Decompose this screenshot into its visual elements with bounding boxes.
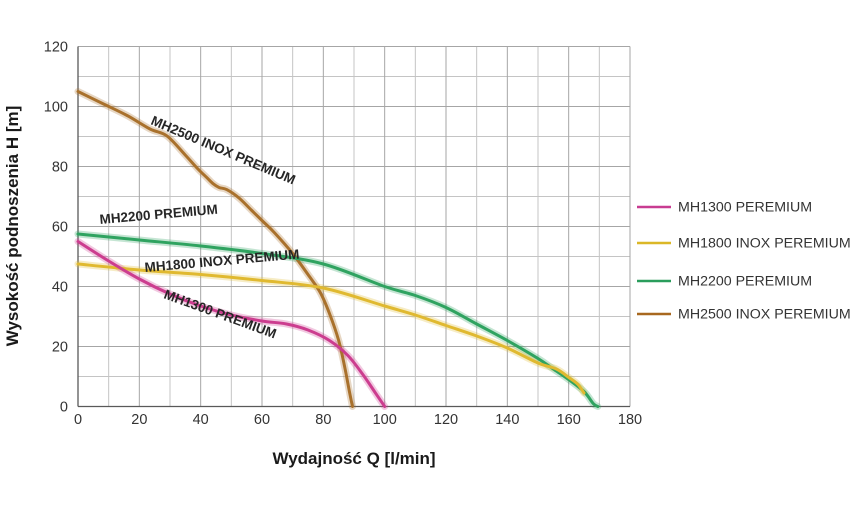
svg-text:MH1300 PREMIUM: MH1300 PREMIUM — [162, 287, 279, 342]
svg-text:100: 100 — [373, 412, 397, 428]
svg-text:120: 120 — [44, 40, 68, 56]
svg-text:MH2500 INOX PREMIUM: MH2500 INOX PREMIUM — [149, 113, 298, 187]
svg-text:60: 60 — [52, 220, 68, 236]
svg-text:60: 60 — [254, 412, 270, 428]
svg-text:80: 80 — [315, 412, 331, 428]
svg-text:40: 40 — [193, 412, 209, 428]
svg-text:140: 140 — [495, 412, 519, 428]
svg-text:120: 120 — [434, 412, 458, 428]
svg-text:0: 0 — [74, 412, 82, 428]
svg-text:MH2200 PEREMIUM: MH2200 PEREMIUM — [678, 274, 812, 290]
svg-text:160: 160 — [557, 412, 581, 428]
svg-text:0: 0 — [60, 400, 68, 416]
svg-text:Wydajność Q [l/min]: Wydajność Q [l/min] — [272, 449, 435, 468]
svg-text:80: 80 — [52, 160, 68, 176]
svg-text:20: 20 — [131, 412, 147, 428]
svg-text:100: 100 — [44, 100, 68, 116]
svg-text:MH1800 INOX PEREMIUM: MH1800 INOX PEREMIUM — [678, 236, 851, 252]
svg-text:MH1300 PEREMIUM: MH1300 PEREMIUM — [678, 200, 812, 216]
svg-text:MH2500 INOX PEREMIUM: MH2500 INOX PEREMIUM — [678, 307, 851, 323]
svg-text:20: 20 — [52, 340, 68, 356]
svg-text:Wysokość podnoszenia H [m]: Wysokość podnoszenia H [m] — [3, 106, 22, 347]
svg-text:180: 180 — [618, 412, 642, 428]
svg-text:40: 40 — [52, 280, 68, 296]
